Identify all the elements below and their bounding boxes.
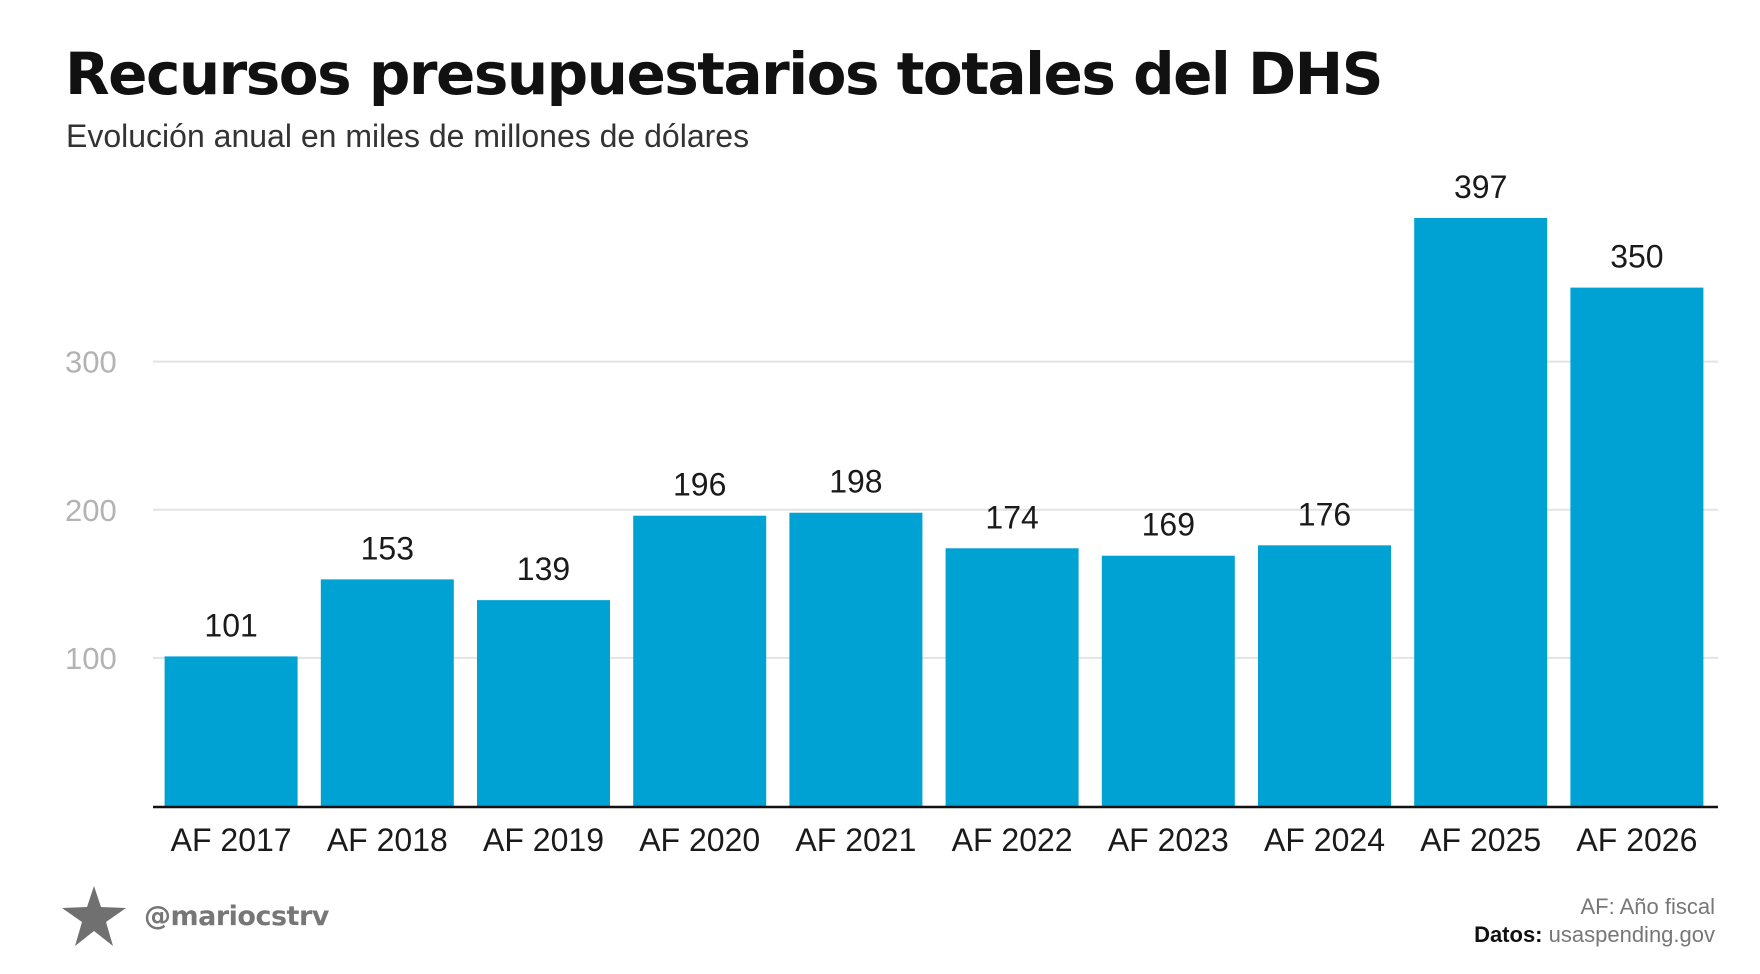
fiscal-year-note: AF: Año fiscal	[1580, 894, 1715, 919]
x-tick-label: AF 2021	[795, 822, 916, 858]
x-tick-label: AF 2017	[171, 822, 292, 858]
star-icon	[62, 886, 126, 946]
bar	[477, 600, 610, 806]
x-axis-ticks: AF 2017 AF 2018 AF 2019 AF 2020 AF 2021 AF 20…	[171, 822, 1698, 858]
author-handle: @mariocstrv	[144, 900, 329, 932]
bar	[320, 579, 454, 806]
bars	[164, 218, 1704, 807]
chart-title: Recursos presupuestarios totales del DHS	[65, 40, 1383, 108]
x-tick-label: AF 2024	[1264, 822, 1385, 858]
source-value: usaspending.gov	[1548, 922, 1715, 947]
y-tick-label: 100	[65, 641, 117, 676]
y-tick-label: 300	[65, 345, 117, 380]
bar	[1414, 218, 1548, 806]
bar-value-label: 198	[829, 464, 882, 500]
x-tick-label: AF 2018	[327, 822, 448, 858]
data-source: Datos: usaspending.gov	[1474, 921, 1715, 949]
bar-value-label: 101	[204, 607, 257, 643]
x-tick-label: AF 2022	[952, 822, 1073, 858]
bar-value-label: 169	[1142, 507, 1195, 543]
bar-value-label: 174	[985, 499, 1038, 535]
chart-footnotes: AF: Año fiscal Datos: usaspending.gov	[1474, 893, 1715, 949]
x-tick-label: AF 2020	[639, 822, 760, 858]
bar	[1570, 287, 1704, 807]
bar-value-label: 196	[673, 467, 726, 503]
bar-value-label: 153	[361, 530, 414, 566]
y-axis-ticks: 100 200 300	[65, 345, 117, 676]
bar	[164, 656, 298, 806]
x-tick-label: AF 2026	[1576, 822, 1697, 858]
bar-value-label: 139	[517, 551, 570, 587]
source-label: Datos:	[1474, 922, 1543, 947]
bar-value-labels: 101 153 139 196 198 174 169 176 397 350	[204, 169, 1663, 643]
bar	[789, 512, 923, 806]
bar	[1101, 555, 1235, 806]
chart-subtitle: Evolución anual en miles de millones de …	[66, 118, 750, 154]
y-tick-label: 200	[65, 493, 117, 528]
x-tick-label: AF 2019	[483, 822, 604, 858]
bar-value-label: 176	[1298, 496, 1351, 532]
author-credit: @mariocstrv	[60, 885, 329, 947]
bar	[945, 548, 1079, 806]
bar-value-label: 397	[1454, 169, 1507, 205]
bar	[633, 515, 767, 806]
bar	[1258, 545, 1391, 806]
x-tick-label: AF 2023	[1108, 822, 1229, 858]
bar-value-label: 350	[1610, 239, 1663, 275]
x-tick-label: AF 2025	[1420, 822, 1541, 858]
